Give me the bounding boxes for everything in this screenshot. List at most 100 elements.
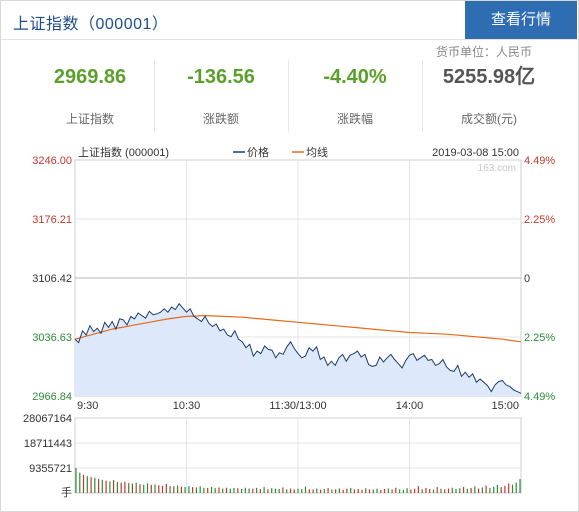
volume-bar	[444, 489, 446, 493]
volume-y-tick: 18711443	[24, 438, 72, 450]
volume-bar	[399, 489, 401, 493]
volume-bar	[241, 489, 243, 493]
volume-bar	[120, 482, 122, 493]
view-quotes-button[interactable]: 查看行情	[465, 1, 577, 39]
volume-bar	[128, 483, 130, 493]
stat-index-value: 2969.86 上证指数	[23, 64, 157, 127]
y-tick-left: 3106.42	[32, 273, 72, 285]
y-tick-right: 2.25%	[524, 332, 555, 344]
volume-bar	[308, 489, 310, 493]
volume-bar	[135, 482, 137, 493]
stat-value: -136.56	[187, 66, 255, 88]
volume-bar	[320, 489, 322, 493]
volume-bars	[75, 468, 521, 493]
volume-bar	[293, 489, 295, 493]
volume-bar	[177, 485, 179, 493]
volume-bar	[105, 480, 107, 493]
volume-bar	[161, 485, 164, 493]
volume-bar	[417, 486, 419, 493]
volume-bar	[75, 468, 77, 493]
volume-bar	[335, 489, 337, 493]
volume-bar	[410, 489, 412, 493]
volume-bar	[113, 480, 115, 493]
volume-bar	[86, 476, 88, 493]
volume-bar	[440, 488, 442, 493]
volume-bar	[199, 486, 201, 493]
volume-bar	[478, 488, 480, 493]
avg-series-line	[74, 314, 522, 343]
volume-bar	[459, 488, 461, 493]
volume-bar	[252, 488, 254, 493]
volume-bar	[391, 489, 393, 493]
page-title: 上证指数（000001）	[13, 16, 169, 33]
volume-bar	[511, 484, 514, 493]
volume-bar	[233, 487, 235, 493]
divider	[422, 60, 423, 132]
stat-label: 成交额(元)	[461, 112, 517, 126]
volume-bar	[346, 488, 348, 493]
price-area	[75, 303, 521, 396]
volume-bar	[493, 486, 495, 493]
volume-bar	[98, 479, 100, 493]
axis-ticks: 3246.00 4.49% 3176.21 2.25% 3106.42 0 3036.63 2…	[23, 155, 555, 499]
volume-bar	[94, 477, 96, 493]
volume-bar	[289, 488, 292, 493]
volume-bar	[474, 486, 476, 493]
stat-change-percent: -4.40% 涨跌幅	[288, 64, 422, 127]
volume-bar	[489, 487, 491, 493]
volume-bar	[338, 488, 340, 493]
volume-bar	[508, 483, 510, 493]
stat-value: 2969.86	[53, 66, 127, 88]
volume-bar	[357, 489, 359, 493]
volume-bar	[383, 489, 386, 493]
volume-bar	[485, 485, 487, 493]
volume-bar	[90, 477, 92, 493]
x-tick: 9:30	[77, 400, 98, 412]
volume-bar	[218, 487, 220, 493]
volume-bar	[380, 489, 382, 493]
x-tick: 15:00	[491, 400, 519, 412]
volume-bar	[365, 488, 367, 493]
volume-bar	[353, 489, 355, 493]
x-tick: 14:00	[396, 400, 424, 412]
volume-bar	[267, 489, 269, 493]
watermark: 163.com	[478, 163, 516, 174]
volume-bar	[184, 486, 186, 493]
divider	[154, 60, 155, 132]
stat-label: 涨跌额	[202, 112, 239, 126]
volume-bar	[263, 487, 265, 493]
volume-bar	[447, 488, 450, 493]
y-tick-right: 0	[524, 273, 530, 285]
volume-bar	[312, 489, 314, 493]
volume-bar	[256, 487, 258, 493]
volume-bar	[259, 489, 261, 493]
volume-bar	[372, 489, 374, 493]
volume-bar	[158, 485, 160, 493]
price-series-line	[74, 302, 522, 394]
volume-bar	[180, 486, 182, 493]
volume-bar	[421, 489, 423, 493]
volume-bar	[316, 488, 318, 493]
volume-bar	[297, 488, 299, 493]
volume-bar	[222, 488, 224, 493]
volume-bar	[131, 483, 133, 493]
volume-bar	[500, 487, 502, 493]
volume-bar	[139, 484, 141, 493]
volume-bar	[470, 487, 472, 493]
volume-bar	[274, 488, 276, 493]
volume-bar	[361, 489, 363, 493]
volume-bar	[109, 481, 111, 493]
volume-bar	[192, 487, 194, 493]
volume-bar	[451, 487, 453, 493]
chart-timestamp: 2019-03-08 15:00	[432, 147, 519, 159]
volume-bar	[237, 488, 239, 493]
volume-bar	[101, 479, 103, 493]
stat-value: -4.40%	[323, 66, 387, 88]
volume-bar	[436, 487, 438, 493]
stat-change-amount: -136.56 涨跌额	[154, 64, 288, 127]
volume-bar	[387, 488, 389, 493]
volume-bar	[195, 487, 197, 493]
volume-bar	[169, 486, 171, 493]
volume-bar	[225, 487, 228, 493]
